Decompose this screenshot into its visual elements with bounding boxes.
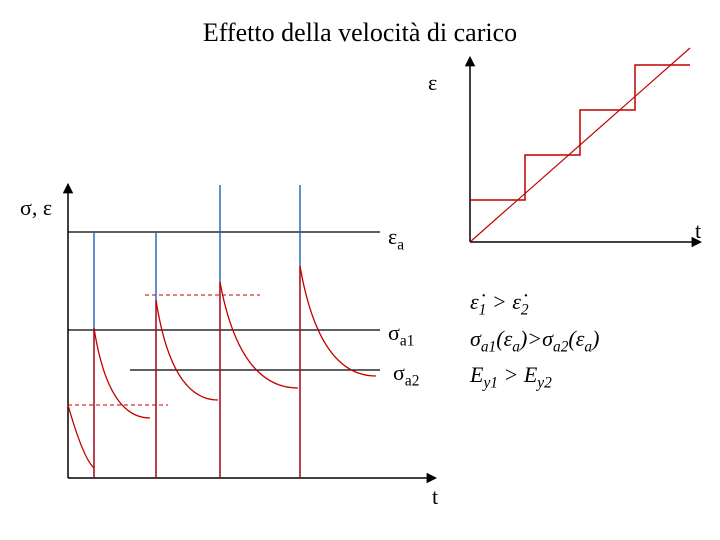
diagram-canvas bbox=[0, 0, 720, 540]
